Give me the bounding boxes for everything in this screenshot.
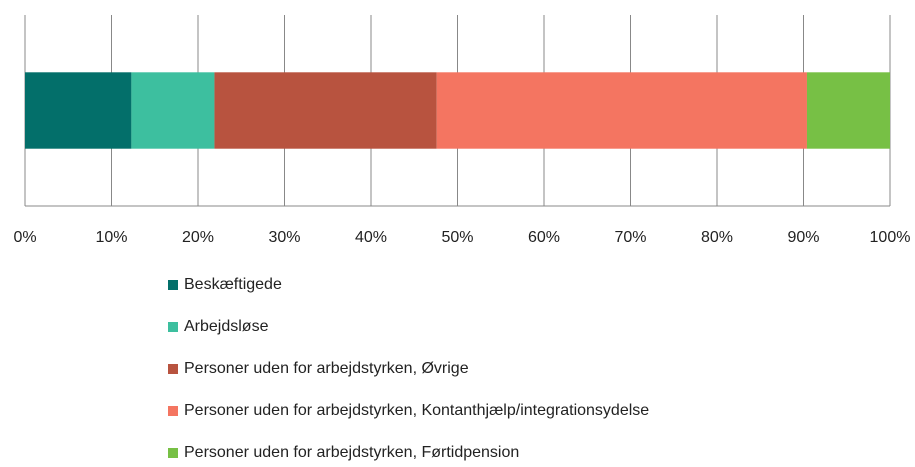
legend-label: Arbejdsløse: [184, 318, 269, 335]
x-tick-label: 70%: [614, 229, 646, 246]
legend-swatch: [168, 448, 178, 458]
legend-label: Personer uden for arbejdstyrken, Førtidp…: [184, 444, 519, 461]
x-tick-label: 30%: [268, 229, 300, 246]
x-tick-label: 80%: [701, 229, 733, 246]
x-tick-label: 60%: [528, 229, 560, 246]
bar-segment: [25, 72, 132, 149]
x-tick-label: 50%: [441, 229, 473, 246]
x-tick-label: 20%: [182, 229, 214, 246]
bar-segment: [806, 72, 890, 149]
x-tick-label: 10%: [95, 229, 127, 246]
x-tick-label: 0%: [13, 229, 36, 246]
x-tick-label: 100%: [870, 229, 911, 246]
legend-label: Personer uden for arbejdstyrken, Kontant…: [184, 402, 649, 419]
legend-swatch: [168, 280, 178, 290]
bar-segment: [214, 72, 437, 149]
x-tick-label: 40%: [355, 229, 387, 246]
legend-label: Beskæftigede: [184, 276, 282, 293]
x-tick-label: 90%: [787, 229, 819, 246]
legend-swatch: [168, 364, 178, 374]
bar-segment: [436, 72, 807, 149]
bar-segment: [131, 72, 215, 149]
legend-swatch: [168, 406, 178, 416]
legend-swatch: [168, 322, 178, 332]
legend-label: Personer uden for arbejdstyrken, Øvrige: [184, 360, 469, 377]
